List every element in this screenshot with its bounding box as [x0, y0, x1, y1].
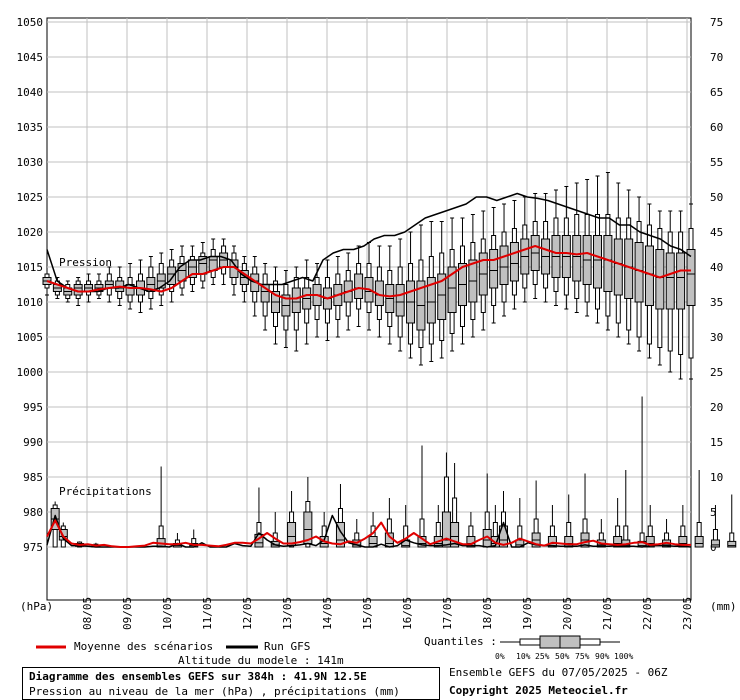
pressure-box [572, 235, 582, 282]
left-tick-label: 1025 [17, 191, 44, 204]
date-label: 15/05 [361, 597, 374, 630]
left-tick-label: 985 [23, 471, 43, 484]
pressure-box [291, 287, 301, 313]
left-tick-label: 975 [23, 541, 43, 554]
left-tick-label: 1015 [17, 261, 44, 274]
left-axis-unit: (hPa) [20, 600, 53, 613]
left-tick-label: 1050 [17, 16, 44, 29]
right-tick-label: 20 [710, 401, 723, 414]
right-tick-label: 75 [710, 16, 723, 29]
pressure-box [613, 238, 623, 296]
quantile-tick-0: 0% [495, 652, 505, 661]
right-tick-label: 15 [710, 436, 723, 449]
right-tick-label: 65 [710, 86, 723, 99]
legend-mean-label: Moyenne des scénarios [74, 640, 214, 653]
date-label: 08/05 [81, 597, 94, 630]
precip-box [547, 536, 557, 548]
left-tick-label: 980 [23, 506, 43, 519]
right-tick-label: 45 [710, 226, 723, 239]
quantile-tick-10: 10% [516, 652, 531, 661]
left-tick-label: 995 [23, 401, 43, 414]
date-label: 12/05 [241, 597, 254, 630]
date-label: 18/05 [481, 597, 494, 630]
right-tick-label: 5 [710, 506, 717, 519]
date-label: 17/05 [441, 597, 454, 630]
gfs-run-precip-line [46, 514, 692, 548]
pressure-box [447, 266, 457, 313]
left-tick-label: 1000 [17, 366, 44, 379]
date-label: 10/05 [161, 597, 174, 630]
precip-series-label: Précipitations [59, 485, 152, 498]
footer-ensemble: Ensemble GEFS du 07/05/2025 - 06Z [449, 666, 668, 679]
quantile-tick-50: 50% [555, 652, 570, 661]
precip-box [335, 522, 345, 548]
date-label: 11/05 [201, 597, 214, 630]
quantile-tick-75: 75% [575, 652, 590, 661]
precip-box [694, 536, 704, 548]
precip-box [564, 536, 574, 548]
date-label: 23/05 [681, 597, 694, 630]
pressure-box [603, 235, 613, 292]
footer-info-box: Diagramme des ensembles GEFS sur 384h : … [22, 667, 440, 700]
quantile-tick-100: 100% [614, 652, 634, 661]
left-tick-label: 1010 [17, 296, 44, 309]
left-tick-label: 1035 [17, 121, 44, 134]
legend-altitude: Altitude du modele : 141m [178, 654, 344, 667]
pressure-box [593, 235, 603, 289]
pressure-box [354, 273, 364, 299]
date-label: 16/05 [401, 597, 414, 630]
date-label: 21/05 [601, 597, 614, 630]
left-tick-label: 1045 [17, 51, 44, 64]
pressure-box [509, 242, 519, 282]
pressure-box [437, 273, 447, 320]
pressure-box [489, 249, 499, 289]
mean-precip-line [46, 519, 691, 548]
date-label: 22/05 [641, 597, 654, 630]
left-tick-label: 1030 [17, 156, 44, 169]
left-tick-label: 1040 [17, 86, 44, 99]
pressure-series-label: Pression [59, 256, 112, 269]
left-tick-label: 1005 [17, 331, 44, 344]
date-label: 13/05 [281, 597, 294, 630]
pressure-box [665, 252, 675, 310]
mean-pressure-line [46, 245, 691, 300]
footer-title: Diagramme des ensembles GEFS sur 384h : … [29, 670, 367, 683]
right-axis-unit: (mm) [710, 600, 737, 613]
pressure-box [208, 256, 218, 271]
pressure-box [686, 249, 696, 306]
date-label: 14/05 [321, 597, 334, 630]
precip-box [727, 540, 737, 548]
date-label: 19/05 [521, 597, 534, 630]
right-tick-label: 70 [710, 51, 723, 64]
pressure-box [426, 277, 436, 324]
footer-copyright: Copyright 2025 Meteociel.fr [449, 684, 628, 697]
pressure-box [499, 245, 509, 285]
pressure-box [655, 249, 665, 310]
pressure-box [676, 252, 686, 310]
right-tick-label: 55 [710, 156, 723, 169]
pressure-box [395, 284, 405, 317]
right-tick-label: 60 [710, 121, 723, 134]
precip-box [450, 522, 460, 548]
pressure-box [167, 266, 177, 285]
legend-quantiles-label: Quantiles : [424, 635, 497, 648]
right-tick-label: 40 [710, 261, 723, 274]
precip-box [710, 539, 720, 548]
precip-box [645, 536, 655, 548]
right-tick-label: 10 [710, 471, 723, 484]
right-tick-label: 25 [710, 366, 723, 379]
right-tick-label: 35 [710, 296, 723, 309]
legend-run-label: Run GFS [264, 640, 311, 653]
date-label: 20/05 [561, 597, 574, 630]
footer-subtitle: Pression au niveau de la mer (hPa) , pré… [29, 685, 400, 698]
precip-box [441, 511, 451, 548]
quantile-tick-90: 90% [595, 652, 610, 661]
right-tick-label: 30 [710, 331, 723, 344]
left-tick-label: 1020 [17, 226, 44, 239]
quantile-tick-25: 25% [535, 652, 550, 661]
left-tick-label: 990 [23, 436, 43, 449]
date-label: 09/05 [121, 597, 134, 630]
right-tick-label: 50 [710, 191, 723, 204]
